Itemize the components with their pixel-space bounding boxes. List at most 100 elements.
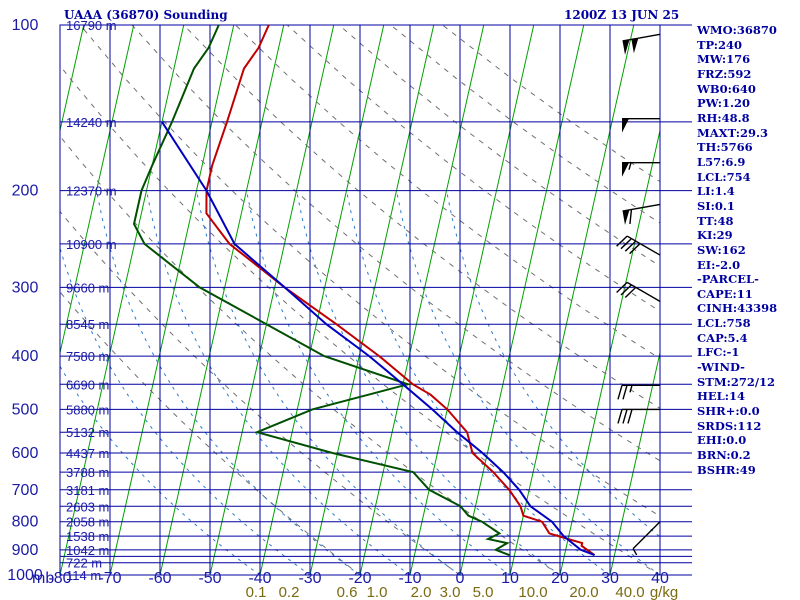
isotherm-line bbox=[259, 25, 385, 575]
stat-line: SHR+:0.0 bbox=[697, 404, 760, 419]
stat-line: SRDS:112 bbox=[697, 418, 762, 433]
stat-line: MAXT:29.3 bbox=[697, 125, 768, 140]
stat-line: STM:272/12 bbox=[697, 374, 776, 389]
height-label: 5880 m bbox=[66, 402, 109, 417]
barb-pennant bbox=[622, 39, 630, 55]
barb-staff bbox=[632, 521, 661, 550]
barb-flag bbox=[624, 286, 637, 298]
barb-flag bbox=[627, 409, 633, 424]
barb-pennant bbox=[631, 38, 639, 54]
barb-staff bbox=[626, 235, 661, 256]
stat-line: TH:5766 bbox=[697, 140, 753, 155]
chart-title: UAAA (36870) Sounding bbox=[64, 8, 228, 22]
height-label: 1538 m bbox=[66, 529, 109, 544]
wind-barb bbox=[616, 281, 661, 302]
wind-barbs bbox=[616, 33, 661, 556]
stat-line: L57:6.9 bbox=[697, 154, 746, 169]
barb-pennant bbox=[622, 209, 630, 225]
mixing-ratio-label: 20.0 bbox=[569, 584, 598, 600]
moist-adiabat bbox=[96, 190, 361, 575]
wind-barb bbox=[617, 408, 660, 424]
y-tick-label: 700 bbox=[12, 482, 39, 499]
stability-indices-panel: WMO:36870 TP:240 MW:176 FRZ:592 WB0:640 PW:1.… bbox=[697, 23, 800, 477]
height-label: 3788 m bbox=[66, 465, 109, 480]
wind-barb bbox=[622, 203, 661, 225]
barb-pennant bbox=[622, 118, 629, 133]
isotherm-line bbox=[559, 128, 660, 575]
height-label: 5132 m bbox=[66, 425, 109, 440]
mixing-ratio-label: 1.0 bbox=[367, 584, 388, 600]
x-tick-label: 20 bbox=[551, 570, 569, 587]
barb-flag bbox=[620, 238, 632, 250]
isotherm-line bbox=[60, 25, 185, 575]
barb-flag bbox=[629, 243, 641, 255]
stat-line: PW:1.20 bbox=[697, 96, 751, 111]
isotherm-line bbox=[609, 350, 660, 575]
barb-staff bbox=[626, 281, 661, 302]
height-label: 6690 m bbox=[66, 377, 109, 392]
barb-half-flag bbox=[632, 548, 638, 556]
mixing-ratio-label: 2.0 bbox=[411, 584, 432, 600]
stat-line: WB0:640 bbox=[697, 81, 756, 96]
stat-line: BRN:0.2 bbox=[697, 448, 751, 463]
isotherm-line bbox=[60, 25, 85, 133]
x-tick-label: 0 bbox=[456, 570, 465, 587]
stat-line: LFC:-1 bbox=[697, 345, 740, 360]
stat-line: SW:162 bbox=[697, 242, 746, 257]
mixing-ratio-label: 40.0 bbox=[615, 584, 644, 600]
height-label: 8545 m bbox=[66, 317, 109, 332]
stat-line: EHI:0.0 bbox=[697, 433, 747, 448]
height-label: 12370 m bbox=[66, 184, 117, 199]
isotherm-line bbox=[309, 25, 435, 575]
temperature-trace bbox=[205, 25, 596, 556]
dry-adiabat bbox=[60, 291, 361, 575]
height-label: 2058 m bbox=[66, 515, 109, 530]
isotherm-line bbox=[109, 25, 235, 575]
barb-half-flag bbox=[629, 385, 633, 393]
mixing-ratio-label: g/kg bbox=[650, 584, 678, 600]
x-tick-label: 40 bbox=[651, 570, 669, 587]
stat-line: TT:48 bbox=[697, 213, 734, 228]
height-label: 114 m bbox=[66, 568, 101, 583]
height-label: 4437 m bbox=[66, 446, 109, 461]
x-tick-label: -20 bbox=[348, 570, 371, 587]
x-tick-label: 30 bbox=[601, 570, 619, 587]
height-label: 722 m bbox=[66, 556, 102, 571]
y-tick-label: 100 bbox=[12, 17, 39, 34]
y-tick-label: 400 bbox=[12, 348, 39, 365]
x-tick-label: -10 bbox=[398, 570, 421, 587]
stat-line: WMO:36870 bbox=[697, 23, 777, 37]
moist-adiabat bbox=[446, 190, 660, 538]
stat-line: LI:1.4 bbox=[697, 184, 735, 199]
x-tick-label: -50 bbox=[198, 570, 221, 587]
isotherm-line bbox=[209, 25, 335, 575]
height-label: 10900 m bbox=[66, 237, 117, 252]
barb-pennant bbox=[622, 162, 629, 177]
height-label: 3181 m bbox=[66, 483, 109, 498]
wind-barb bbox=[632, 521, 661, 556]
mixing-ratio-label: 0.6 bbox=[337, 584, 358, 600]
stat-line: FRZ:592 bbox=[697, 66, 752, 81]
barb-flag bbox=[622, 409, 628, 424]
isotherm-line bbox=[509, 25, 635, 575]
pressure-grid bbox=[59, 24, 692, 576]
stat-line: CAPE:11 bbox=[697, 286, 753, 301]
x-tick-label: -30 bbox=[298, 570, 321, 587]
y-tick-label: 1000 bbox=[7, 567, 43, 584]
moist-adiabat bbox=[146, 190, 411, 575]
isotherm-line bbox=[359, 25, 485, 575]
y-tick-label: 900 bbox=[12, 542, 39, 559]
y-tick-label: 200 bbox=[12, 183, 39, 200]
stat-line: TP:240 bbox=[697, 37, 743, 52]
mixing-ratio-label: 0.2 bbox=[279, 584, 300, 600]
x-tick-label: -80 bbox=[48, 570, 71, 587]
moist-adiabat bbox=[60, 365, 261, 575]
stat-line: KI:29 bbox=[697, 228, 733, 243]
y-axis-unit-label: mb bbox=[32, 570, 54, 587]
x-tick-label: -40 bbox=[248, 570, 271, 587]
barb-flag bbox=[616, 235, 628, 247]
wind-barb bbox=[616, 235, 661, 256]
height-label: 14240 m bbox=[66, 115, 117, 130]
dewpoint-trace bbox=[132, 25, 510, 557]
